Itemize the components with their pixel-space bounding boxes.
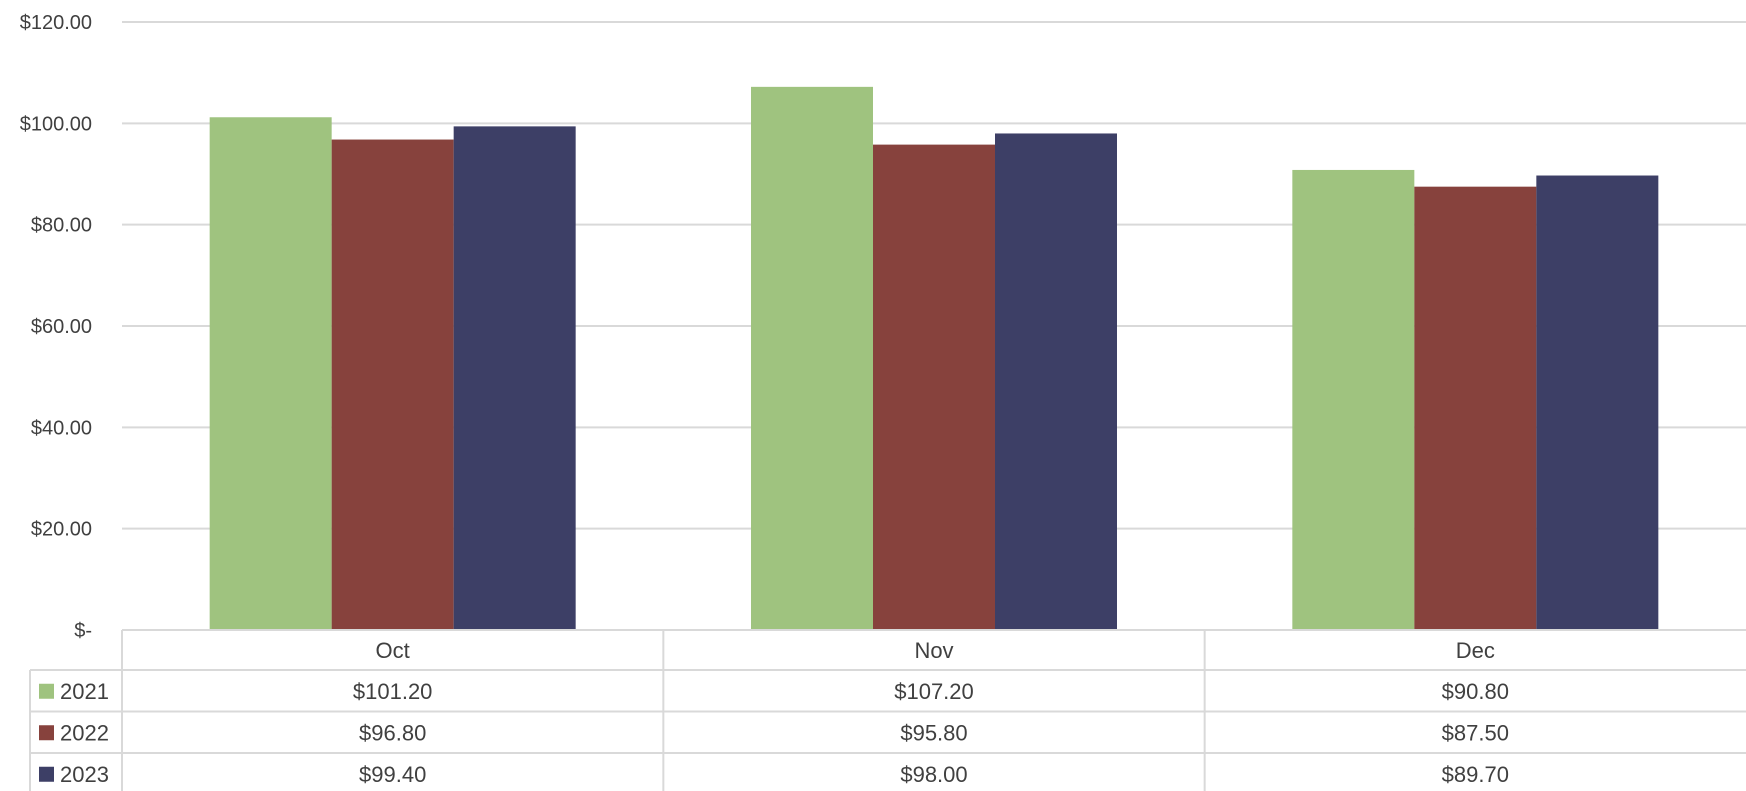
y-axis: $- $20.00 $40.00 $60.00 $80.00 $100.00 $120.00 — [20, 12, 92, 642]
y-tick-label: $120.00 — [20, 12, 92, 34]
x-category-label: Nov — [914, 638, 953, 663]
data-label: $95.80 — [900, 720, 967, 745]
y-tick-label: $60.00 — [31, 316, 92, 338]
bar-2022-oct — [331, 139, 454, 630]
data-label: $98.00 — [900, 762, 967, 787]
legend-swatch-2022 — [39, 725, 54, 741]
data-label: $89.70 — [1442, 762, 1509, 787]
legend-label: 2021 — [60, 679, 109, 704]
data-label: $99.40 — [359, 762, 426, 787]
y-tick-label: $40.00 — [31, 417, 92, 439]
bars — [209, 86, 1659, 631]
y-tick-label: $80.00 — [31, 215, 92, 237]
data-label: $107.20 — [894, 679, 974, 704]
legend-swatch-2021 — [39, 683, 54, 699]
y-tick-label: $20.00 — [31, 519, 92, 541]
bar-2022-dec — [1414, 186, 1537, 630]
data-label: $90.80 — [1442, 679, 1509, 704]
legend-label: 2023 — [60, 762, 109, 787]
data-label: $101.20 — [353, 679, 433, 704]
y-tick-label: $- — [74, 620, 92, 642]
bar-2023-nov — [995, 133, 1117, 630]
legend-label: 2022 — [60, 720, 109, 745]
legend-swatch-2023 — [39, 766, 54, 782]
bar-2023-dec — [1536, 175, 1659, 630]
bar-2021-dec — [1292, 169, 1415, 631]
y-tick-label: $100.00 — [20, 113, 92, 135]
bar-2021-oct — [209, 117, 332, 630]
bar-2022-nov — [873, 144, 995, 630]
bar-2021-nov — [751, 86, 873, 630]
x-category-label: Oct — [376, 638, 410, 663]
bar-2023-oct — [453, 126, 576, 630]
data-table: Oct Nov Dec 2021 $101.20 $107.20 $90.80 2022 $96… — [29, 629, 1746, 791]
data-label: $96.80 — [359, 720, 426, 745]
x-category-label: Dec — [1456, 638, 1495, 663]
data-label: $87.50 — [1442, 720, 1509, 745]
